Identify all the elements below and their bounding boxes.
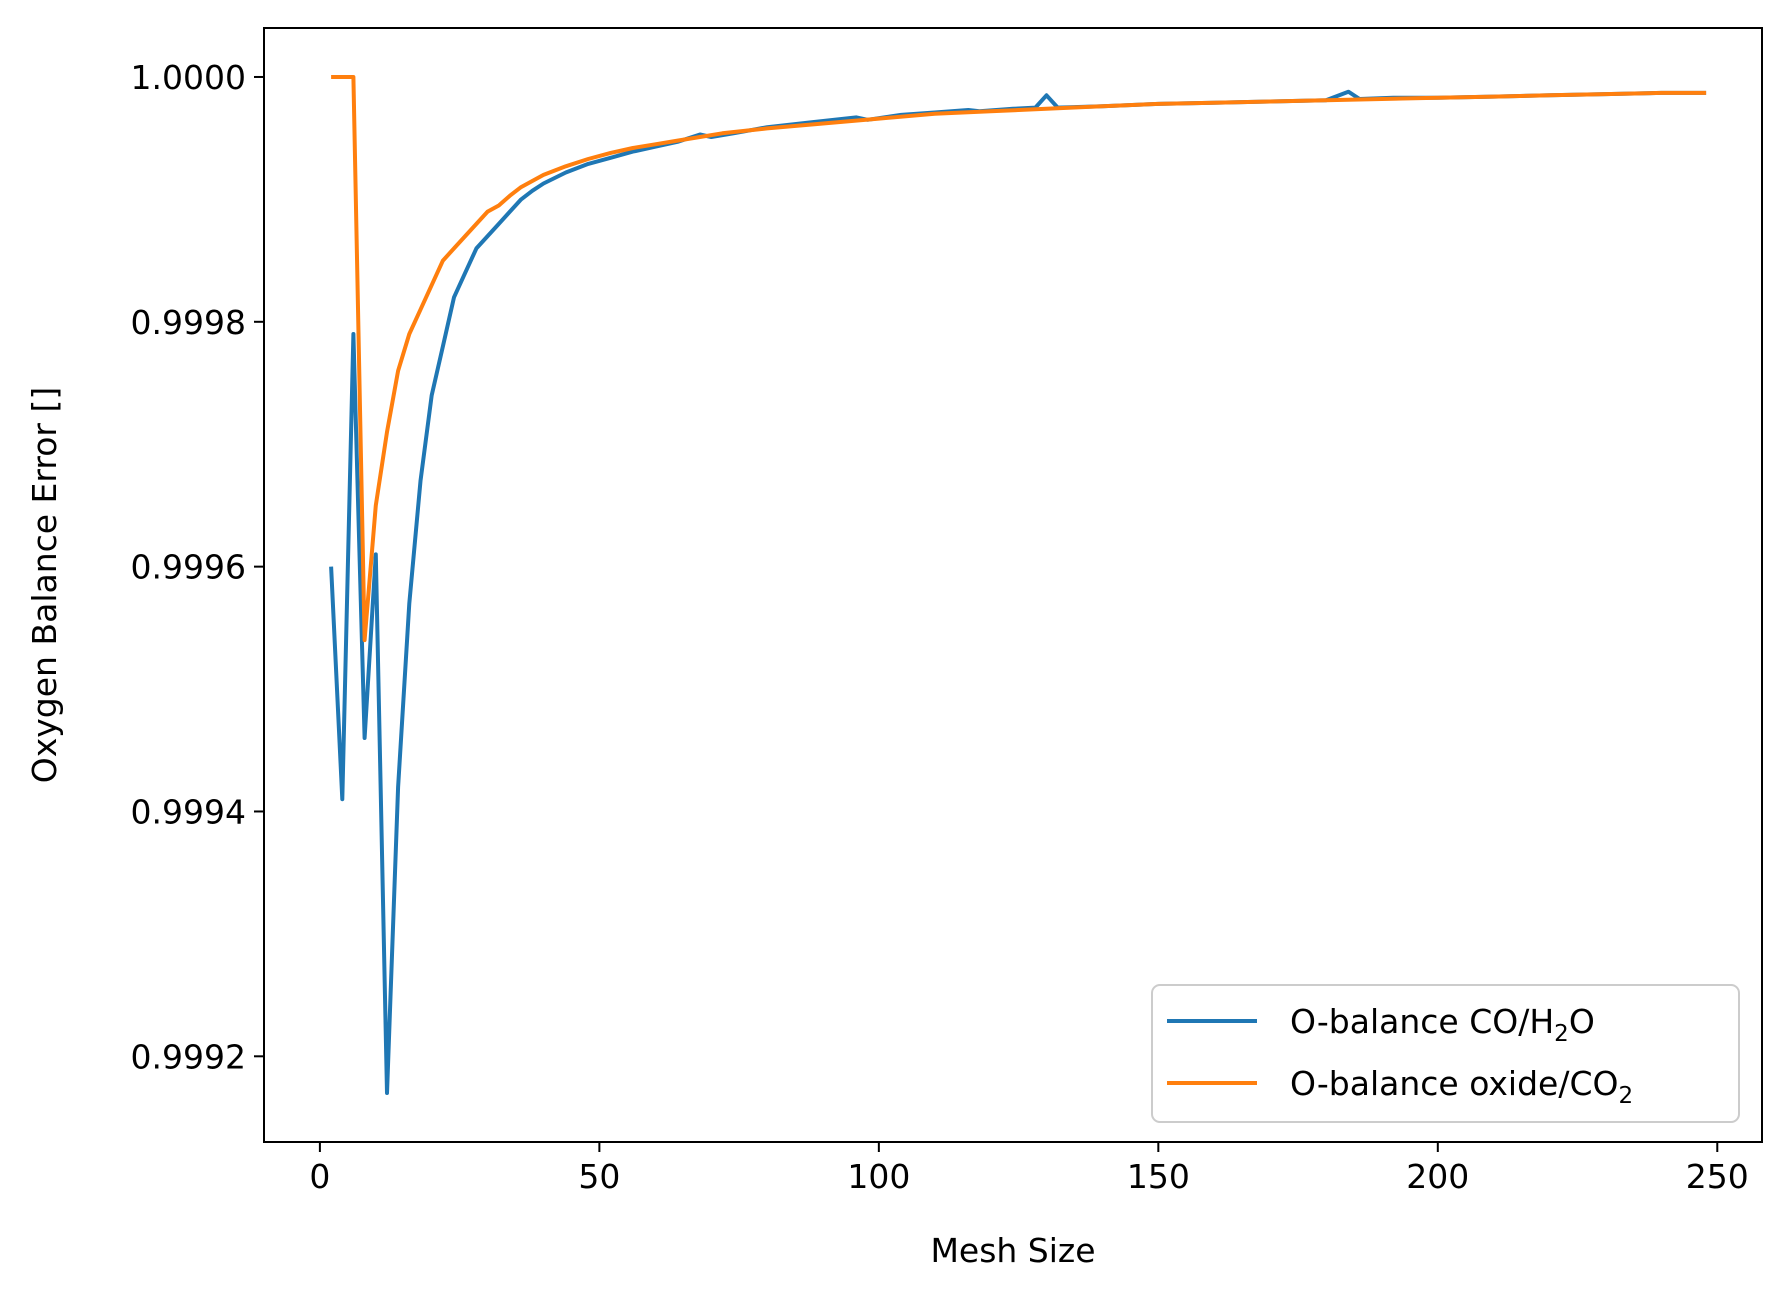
y-tick-label: 0.9994 [131, 792, 246, 831]
series-line-2 [331, 75, 1707, 643]
legend-entry-1: O-balance CO/H2O [1290, 1002, 1595, 1047]
y-tick-label: 0.9998 [131, 303, 246, 342]
y-axis-label: Oxygen Balance Error [] [25, 387, 64, 783]
legend-box [1151, 984, 1740, 1123]
x-tick-label: 0 [309, 1157, 330, 1196]
legend-entry-subscript: 2 [1618, 1083, 1633, 1109]
x-tick-label: 100 [847, 1157, 910, 1196]
plot-frame [263, 27, 1763, 1143]
y-axis: 0.9992 0.9994 0.9996 0.9998 1.0000 [131, 58, 264, 1076]
legend-entry-tail: O [1569, 1002, 1595, 1041]
x-axis: 0 50 100 150 200 250 [309, 1142, 1749, 1196]
x-tick-label: 200 [1406, 1157, 1469, 1196]
legend-entry-subscript: 2 [1554, 1021, 1569, 1047]
legend-entry-name: O-balance oxide/CO [1290, 1064, 1618, 1103]
x-tick-label: 150 [1127, 1157, 1190, 1196]
y-tick-label: 0.9996 [131, 548, 246, 587]
series-layer [329, 75, 1707, 1095]
y-tick-label: 1.0000 [131, 58, 246, 97]
legend-entry-2: O-balance oxide/CO2 [1290, 1064, 1633, 1109]
x-axis-label: Mesh Size [930, 1231, 1095, 1270]
legend-entry-name: O-balance CO/H [1290, 1002, 1554, 1041]
plot-background [264, 28, 1762, 1142]
x-tick-label: 50 [578, 1157, 620, 1196]
x-tick-label: 250 [1686, 1157, 1749, 1196]
y-tick-label: 0.9992 [131, 1037, 246, 1076]
